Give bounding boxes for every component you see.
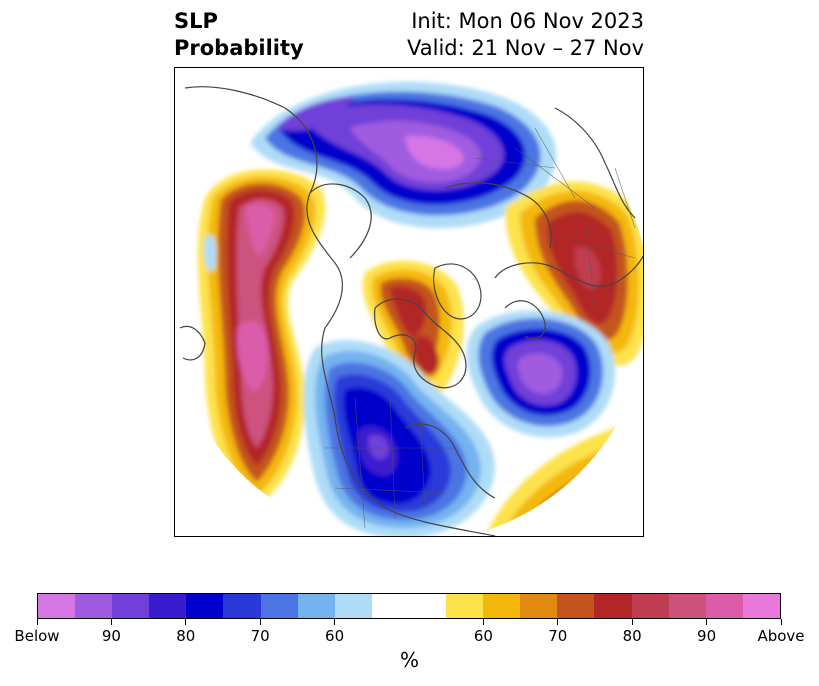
colorbar-tick xyxy=(259,619,261,625)
colorbar-swatch xyxy=(631,594,669,618)
colorbar-tick-label: 90 xyxy=(101,627,121,645)
colorbar-tick-label: 90 xyxy=(697,627,717,645)
title-variable: SLP xyxy=(174,9,218,33)
colorbar-tick xyxy=(36,619,38,625)
colorbar-swatch xyxy=(557,594,595,618)
colorbar-tick xyxy=(185,619,187,625)
valid-range: Valid: 21 Nov – 27 Nov xyxy=(407,36,644,60)
subtropical-high-region xyxy=(485,426,643,536)
colorbar-swatch xyxy=(668,594,706,618)
colorbar-swatch xyxy=(297,594,335,618)
colorbar-unit-label: % xyxy=(399,648,419,672)
init-date: Init: Mon 06 Nov 2023 xyxy=(411,9,644,33)
colorbar-swatch xyxy=(408,594,447,618)
colorbar-swatch xyxy=(371,594,409,618)
colorbar-tick xyxy=(557,619,559,625)
colorbar-tick-label: Above xyxy=(757,627,805,645)
colorbar-tick xyxy=(110,619,112,625)
colorbar-tick-label: 70 xyxy=(250,627,270,645)
colorbar-swatch xyxy=(75,594,113,618)
colorbar-swatch xyxy=(446,594,484,618)
colorbar-swatch xyxy=(186,594,224,618)
europe-high-region xyxy=(505,181,643,367)
colorbar xyxy=(37,593,781,619)
colorbar-tick-label: 70 xyxy=(548,627,568,645)
colorbar-swatch xyxy=(705,594,743,618)
colorbar-tick-label: Below xyxy=(14,627,60,645)
colorbar-swatch xyxy=(149,594,187,618)
colorbar-swatch xyxy=(483,594,521,618)
atlantic-low-region xyxy=(466,310,615,438)
map-dates: Init: Mon 06 Nov 2023 Valid: 21 Nov – 27… xyxy=(407,8,644,62)
map-title: SLP Probability xyxy=(174,8,304,62)
coastlines xyxy=(179,86,643,536)
colorbar-tick-label: 60 xyxy=(325,627,345,645)
colorbar-tick-label: 80 xyxy=(622,627,642,645)
colorbar-tick-label: 60 xyxy=(473,627,493,645)
country-borders xyxy=(325,127,636,529)
colorbar-tick-label: 80 xyxy=(176,627,196,645)
polar-map xyxy=(179,81,643,536)
colorbar-swatch xyxy=(334,594,372,618)
colorbar-tick xyxy=(780,619,782,625)
colorbar-swatch xyxy=(112,594,150,618)
colorbar-tick xyxy=(706,619,708,625)
arctic-low-region xyxy=(250,81,557,229)
colorbar-tick xyxy=(482,619,484,625)
colorbar-swatch xyxy=(742,594,780,618)
title-subtitle: Probability xyxy=(174,36,304,60)
colorbar-swatch xyxy=(520,594,558,618)
colorbar-tick xyxy=(631,619,633,625)
colorbar-swatch xyxy=(223,594,261,618)
colorbar-swatch xyxy=(260,594,298,618)
map-panel xyxy=(174,67,644,537)
colorbar-swatch xyxy=(594,594,632,618)
pacific-high-region xyxy=(197,169,326,509)
colorbar-swatch xyxy=(38,594,76,618)
colorbar-tick xyxy=(334,619,336,625)
